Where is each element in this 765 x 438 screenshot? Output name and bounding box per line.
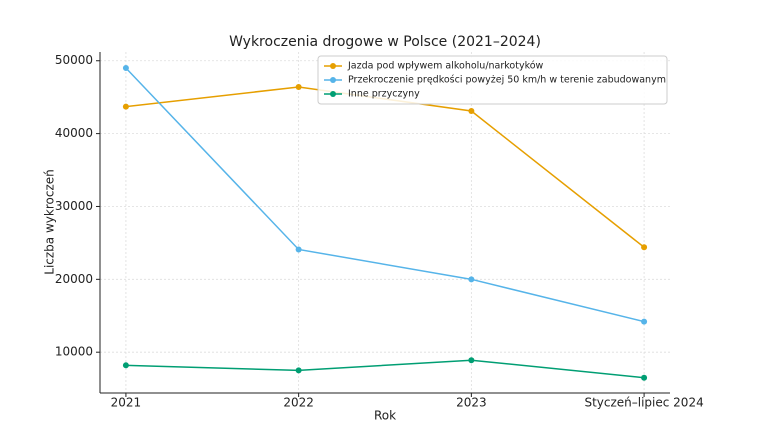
legend-label: Jazda pod wpływem alkoholu/narkotyków <box>347 61 544 72</box>
data-point <box>122 362 129 369</box>
data-point <box>641 244 648 251</box>
data-point <box>468 276 475 283</box>
y-tick-label: 40000 <box>55 126 93 140</box>
series-line <box>125 86 645 248</box>
series-line <box>125 359 645 379</box>
y-axis-label: Liczba wykroczeń <box>43 169 57 274</box>
data-point <box>122 103 129 110</box>
data-point <box>122 65 129 72</box>
legend-label: Przekroczenie prędkości powyżej 50 km/h … <box>348 75 666 86</box>
chart-title: Wykroczenia drogowe w Polsce (2021–2024) <box>229 34 541 50</box>
y-tick-label: 20000 <box>55 272 93 286</box>
x-tick-label: Styczeń–lipiec 2024 <box>584 396 703 410</box>
y-tick-label: 30000 <box>55 199 93 213</box>
data-point <box>641 374 648 381</box>
data-point <box>468 357 475 364</box>
legend-marker <box>330 63 336 69</box>
data-point <box>295 246 302 253</box>
y-tick-label: 50000 <box>55 53 93 67</box>
y-tick-label: 10000 <box>55 345 93 359</box>
legend-label: Inne przyczyny <box>348 89 420 100</box>
data-point <box>468 108 475 115</box>
x-tick-label: 2021 <box>111 396 142 410</box>
x-axis-label: Rok <box>374 409 396 423</box>
x-tick-label: 2023 <box>456 396 487 410</box>
legend-box <box>317 55 668 105</box>
data-point <box>295 83 302 90</box>
series-line <box>125 67 645 323</box>
legend: Jazda pod wpływem alkoholu/narkotyków Prz… <box>317 55 668 105</box>
legend-marker <box>330 91 336 97</box>
data-point <box>641 318 648 325</box>
legend-marker <box>330 77 336 83</box>
x-tick-label: 2022 <box>283 396 314 410</box>
data-point <box>295 367 302 374</box>
